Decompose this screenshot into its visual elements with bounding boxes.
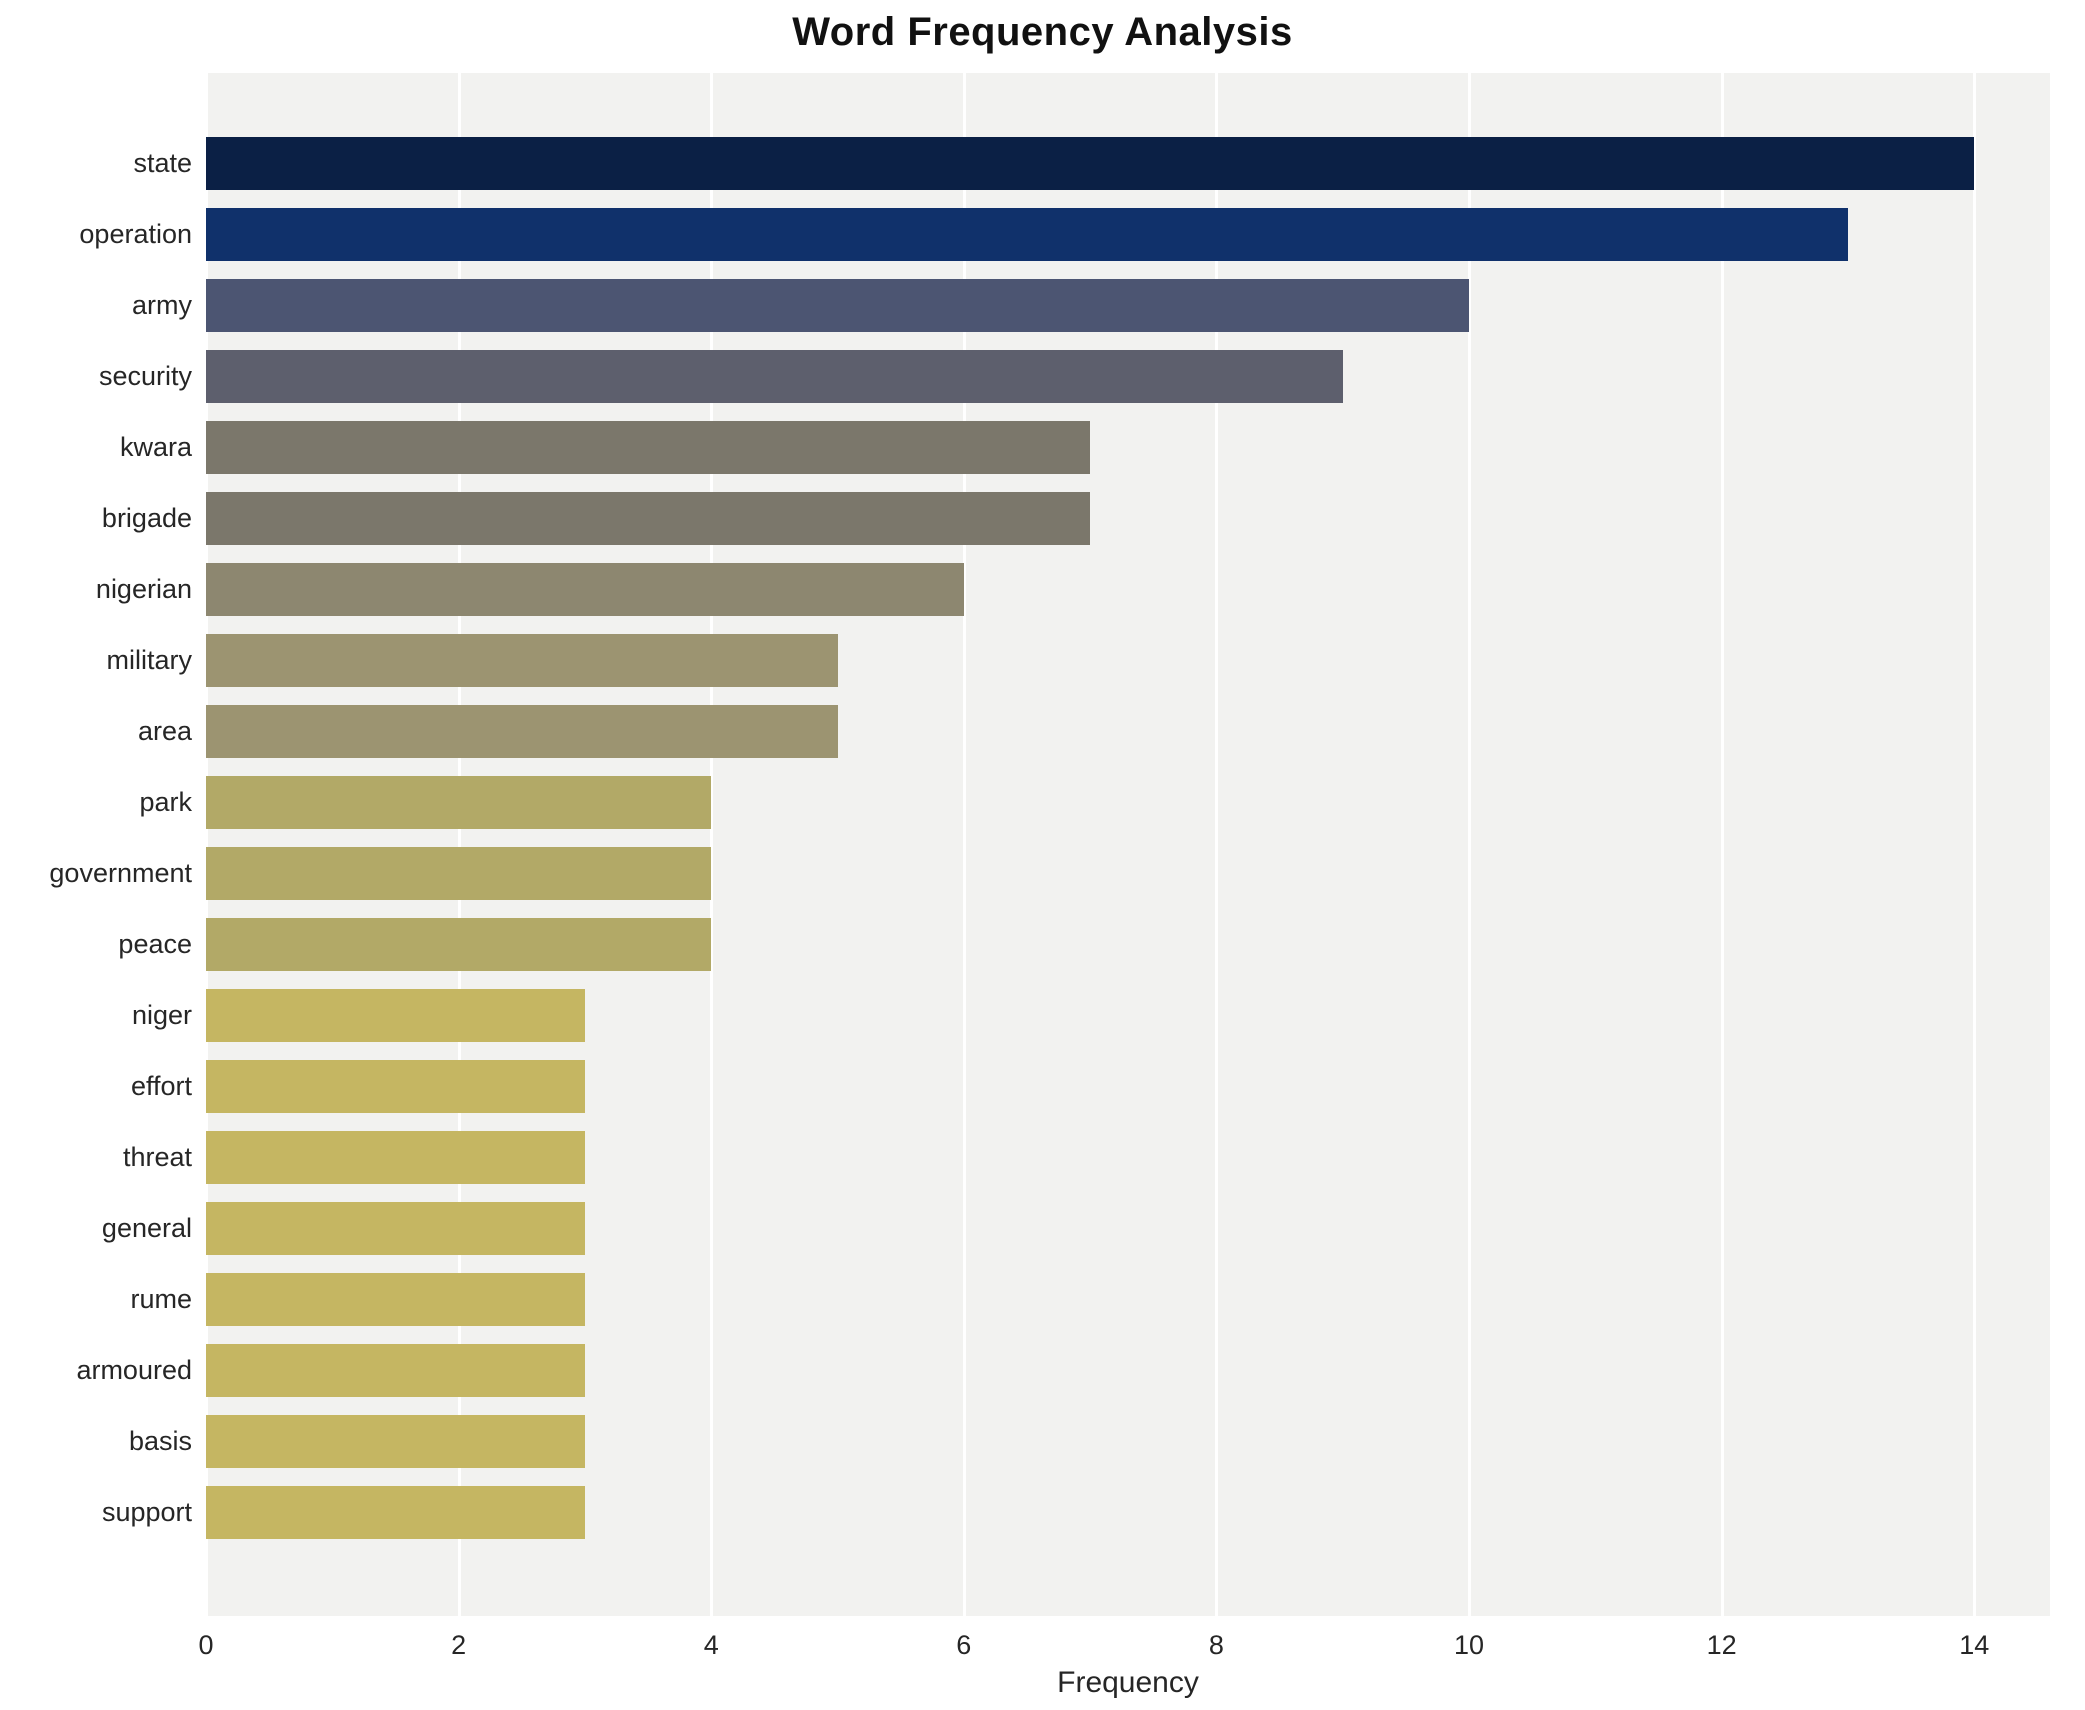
bar-government: [206, 847, 712, 900]
x-tick-0: 0: [198, 1630, 214, 1660]
y-label-operation: operation: [79, 219, 192, 249]
y-label-army: army: [132, 290, 192, 320]
bar-general: [206, 1202, 585, 1255]
x-tick-6: 6: [956, 1630, 972, 1660]
x-tick-10: 10: [1453, 1630, 1485, 1660]
plot-area: [205, 73, 2050, 1616]
y-label-brigade: brigade: [101, 503, 192, 533]
bar-nigerian: [206, 563, 964, 616]
bar-effort: [206, 1060, 585, 1113]
bar-kwara: [206, 421, 1091, 474]
gridline: [1468, 73, 1471, 1616]
y-label-government: government: [49, 858, 192, 888]
y-label-basis: basis: [128, 1426, 192, 1456]
bar-armoured: [206, 1344, 585, 1397]
bar-threat: [206, 1131, 585, 1184]
bar-area: [206, 705, 838, 758]
y-label-effort: effort: [130, 1071, 192, 1101]
bar-military: [206, 634, 838, 687]
y-label-peace: peace: [118, 929, 192, 959]
y-label-niger: niger: [131, 1000, 192, 1030]
y-label-nigerian: nigerian: [95, 574, 192, 604]
bar-rume: [206, 1273, 585, 1326]
bar-state: [206, 137, 1975, 190]
bar-peace: [206, 918, 712, 971]
x-tick-4: 4: [703, 1630, 719, 1660]
y-label-threat: threat: [122, 1142, 192, 1172]
y-label-military: military: [106, 645, 193, 675]
bar-security: [206, 350, 1343, 403]
y-label-state: state: [133, 148, 192, 178]
y-label-rume: rume: [130, 1284, 192, 1314]
bar-brigade: [206, 492, 1091, 545]
gridline: [205, 73, 208, 1616]
x-tick-12: 12: [1706, 1630, 1737, 1660]
y-label-support: support: [101, 1497, 192, 1527]
gridline: [962, 73, 966, 1616]
y-label-security: security: [98, 361, 192, 391]
gridline: [1215, 73, 1219, 1616]
bar-basis: [206, 1415, 585, 1468]
bar-park: [206, 776, 712, 829]
y-label-armoured: armoured: [76, 1355, 192, 1385]
x-axis-title: Frequency: [1057, 1666, 1199, 1699]
x-tick-2: 2: [451, 1630, 467, 1660]
gridline: [457, 73, 461, 1616]
bar-operation: [206, 208, 1848, 261]
y-label-kwara: kwara: [119, 432, 192, 462]
gridline: [1973, 73, 1977, 1616]
gridline: [1720, 73, 1724, 1616]
chart-title: Word Frequency Analysis: [792, 10, 1293, 54]
x-tick-14: 14: [1959, 1630, 1990, 1660]
bar-army: [206, 279, 1469, 332]
bar-niger: [206, 989, 585, 1042]
bar-support: [206, 1486, 585, 1539]
y-label-area: area: [137, 716, 192, 746]
y-label-general: general: [101, 1213, 192, 1243]
x-tick-8: 8: [1208, 1630, 1224, 1660]
gridline: [710, 73, 714, 1616]
y-label-park: park: [139, 787, 192, 817]
